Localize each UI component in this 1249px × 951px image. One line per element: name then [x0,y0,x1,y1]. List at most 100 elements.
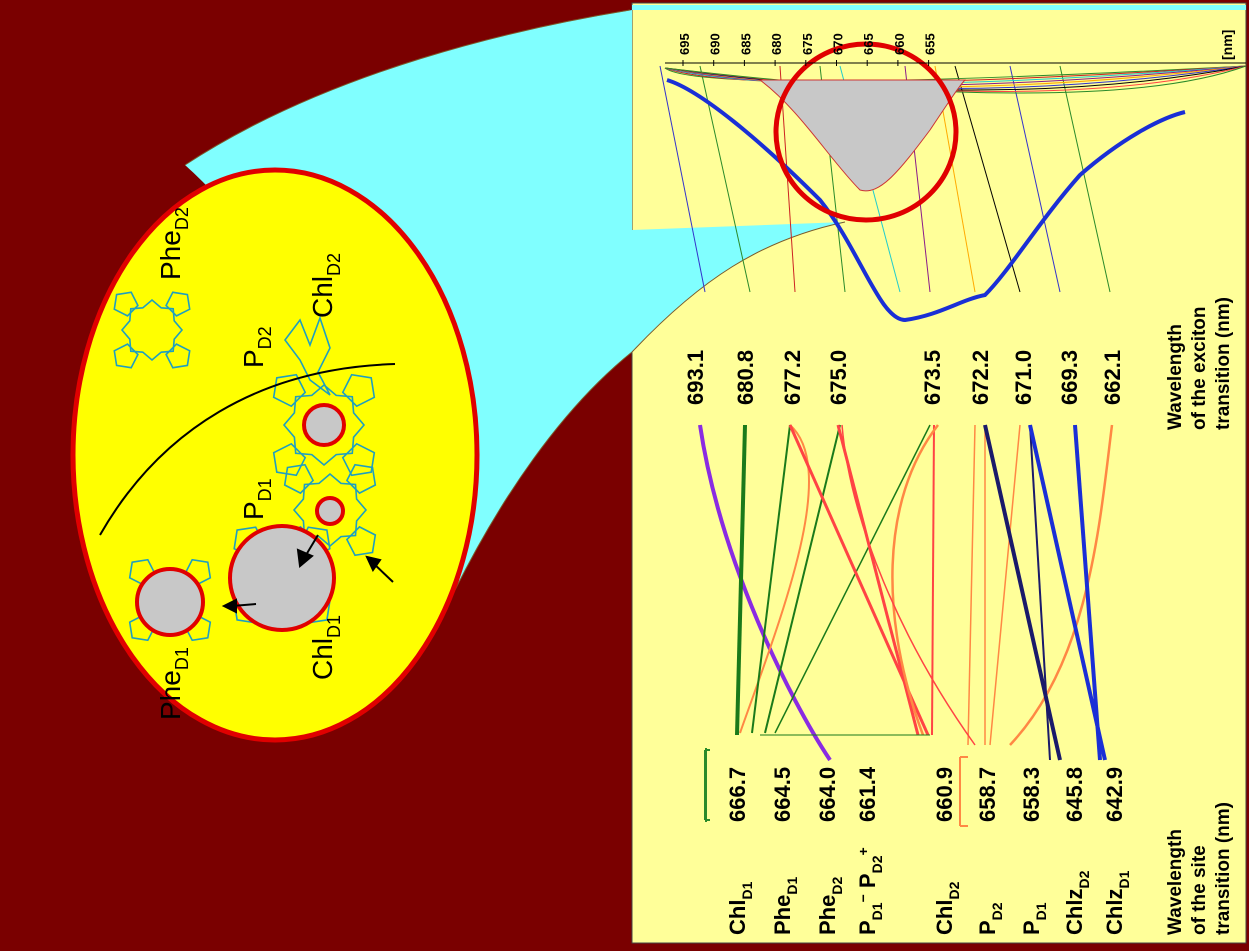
exciton-value: 671.0 [1011,350,1036,405]
exciton-caption: Wavelength of the exciton transition (nm… [1165,297,1234,430]
orange-bracket [959,756,968,827]
site-row: PD2 [975,902,1005,935]
site-value: 645.8 [1062,767,1087,822]
phe-d2-molecule [113,291,191,369]
site-caption: Wavelength of the site transition (nm) [1165,802,1234,935]
absorption-curve [666,78,1186,323]
site-value: 658.7 [975,767,1000,822]
exciton-caption-line-2: of the exciton [1189,306,1210,430]
axis-tick-label: 665 [861,33,876,55]
site-caption-line-3: transition (nm) [1213,802,1234,935]
connector-line [1029,424,1051,761]
connector-line [841,424,976,746]
connector-line [967,424,976,746]
spectrum-plot [659,41,1247,323]
site-row-label: P [855,920,880,935]
site-brackets [704,748,968,827]
phe-d2-label: PheD2 [155,207,192,280]
site-row-label: Chlz [1062,889,1087,935]
site-caption-line-1: Wavelength [1165,829,1186,935]
exciton-values: 693.1 680.8 677.2 675.0 673.5 672.2 671.0 669.3… [683,350,1125,405]
site-value: 666.7 [725,767,750,822]
site-row: ChlzD2 [1062,870,1092,935]
connector-line [891,424,939,736]
connector-line [788,424,930,736]
p-d1-highlight [315,496,345,526]
exciton-value: 669.3 [1057,350,1082,405]
site-row: PheD2 [815,877,845,935]
connector-line [931,424,935,736]
chl-d2-label: ChlD2 [307,253,344,318]
exciton-value: 673.5 [920,350,945,405]
connector-line [989,424,1021,746]
site-row: ChlD2 [932,881,962,935]
axis-unit: [nm] [1219,30,1235,60]
axis-tick-label: 680 [769,33,784,55]
p-d2-molecule [272,373,376,477]
molecule-labels: PheD2 ChlD2 PD2 PD1 PheD1 ChlD1 [155,207,344,720]
exciton-value: 693.1 [683,350,708,405]
site-value: 642.9 [1102,767,1127,822]
site-row-label: Phe [770,895,795,935]
exciton-value: 677.2 [780,350,805,405]
axis-tick-label: 675 [800,33,815,55]
connector-line [739,424,810,734]
axis-tick-label: 670 [831,33,846,55]
p-d2-highlight [302,403,346,447]
site-row-label: Chlz [1102,889,1127,935]
phe-d1-highlight [135,567,205,637]
exciton-value: 680.8 [733,350,758,405]
magnifier-edge-upper [184,9,631,166]
band-line [659,65,706,293]
exciton-value: 662.1 [1100,350,1125,405]
molecule-ellipse [70,167,480,743]
axis-tick-label: 660 [892,33,907,55]
site-row-label: P [1019,920,1044,935]
site-row: ChlD1 [725,881,755,935]
wavelength-axis: 695 690 685 680 675 670 665 660 655 [nm] [665,30,1246,66]
magnifier-edge-lower [454,221,846,591]
magnifier-cone-lower [632,222,845,352]
connector-line [1073,424,1102,761]
site-row: PD1− PD2+ [855,847,885,935]
p-d1-label: PD1 [238,478,275,520]
connector-line [1028,424,1107,761]
band-line [954,65,1021,293]
site-value: 664.5 [770,767,795,822]
transition-connectors [698,424,1114,762]
site-row: PD1 [1019,902,1049,935]
site-row: PheD1 [770,877,800,935]
site-value: 658.3 [1019,767,1044,822]
site-row: ChlzD1 [1102,870,1132,935]
site-row-label: Chl [725,900,750,935]
connector-line [774,424,931,734]
site-caption-line-2: of the site [1189,845,1210,935]
zoom-circle [773,41,959,223]
connector-line [751,424,791,734]
site-value: 661.4 [855,766,880,822]
site-row-label: P [975,920,1000,935]
site-value: 660.9 [932,767,957,822]
site-row-label: Phe [815,895,840,935]
zoom-region [632,5,1246,10]
site-row-label: Chl [932,900,957,935]
axis-tick-label: 695 [677,33,692,55]
p-d2-label: PD2 [238,326,275,368]
connector-line [764,424,841,734]
chl-d1-label: ChlD1 [307,615,344,680]
chl-d1-highlight [228,524,336,632]
site-values: ChlD1 666.7 PheD1 664.5 PheD2 664.0 PD1− PD2+ 6… [725,766,1132,935]
exciton-caption-line-1: Wavelength [1165,324,1186,430]
band-line [1059,65,1111,293]
chl-d2-molecule [284,315,331,396]
membrane-line [99,363,396,536]
transfer-arrows [221,534,394,614]
band-line [1009,65,1061,293]
connector-line [735,424,747,736]
axis-tick-label: 655 [923,33,938,55]
connector-line [698,424,832,762]
exciton-value: 675.0 [826,350,851,405]
spectrum-panel [631,2,1247,944]
phe-d1-label: PheD1 [155,647,192,720]
